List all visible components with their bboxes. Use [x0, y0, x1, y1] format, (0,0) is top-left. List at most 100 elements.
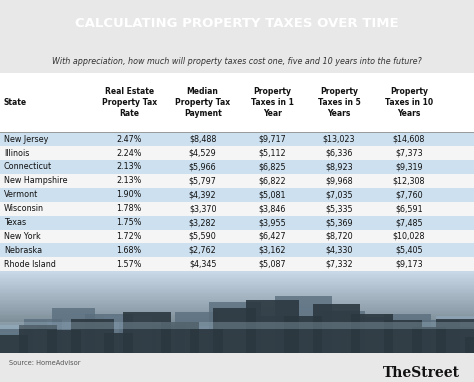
Bar — [0, 323, 474, 325]
Bar — [161, 322, 199, 353]
Bar — [0, 257, 474, 271]
Bar — [0, 311, 474, 312]
Bar — [81, 327, 114, 353]
Bar — [0, 329, 474, 330]
Text: 2.24%: 2.24% — [117, 149, 142, 157]
Bar — [190, 329, 223, 353]
Text: 1.68%: 1.68% — [117, 246, 142, 255]
Bar — [142, 329, 171, 353]
Text: $5,966: $5,966 — [189, 162, 217, 172]
Bar — [0, 275, 474, 277]
Bar — [0, 314, 474, 315]
Text: $3,955: $3,955 — [259, 218, 286, 227]
Text: 2.13%: 2.13% — [117, 162, 142, 172]
Text: $5,335: $5,335 — [325, 204, 353, 213]
Bar — [47, 320, 90, 353]
Bar — [446, 327, 474, 353]
Bar — [0, 282, 474, 283]
Bar — [0, 289, 474, 290]
Text: CALCULATING PROPERTY TAXES OVER TIME: CALCULATING PROPERTY TAXES OVER TIME — [75, 17, 399, 31]
Text: $10,028: $10,028 — [392, 232, 425, 241]
Bar — [0, 352, 474, 353]
Text: $7,760: $7,760 — [395, 190, 423, 199]
Text: Vermont: Vermont — [4, 190, 38, 199]
Text: $4,529: $4,529 — [189, 149, 217, 157]
Text: Real Estate
Property Tax
Rate: Real Estate Property Tax Rate — [101, 87, 157, 118]
Text: $9,717: $9,717 — [259, 134, 286, 144]
Text: $7,035: $7,035 — [325, 190, 353, 199]
Bar — [0, 318, 474, 319]
Bar — [0, 327, 474, 329]
Bar — [0, 322, 474, 323]
Text: Texas: Texas — [4, 218, 26, 227]
Bar — [351, 314, 393, 353]
Bar — [123, 312, 171, 353]
Text: Median
Property Tax
Payment: Median Property Tax Payment — [175, 87, 230, 118]
Text: $13,023: $13,023 — [323, 134, 355, 144]
Bar — [0, 316, 474, 318]
Bar — [0, 73, 474, 132]
Text: $8,488: $8,488 — [189, 134, 216, 144]
Bar — [379, 320, 422, 353]
Text: Property
Taxes in 5
Years: Property Taxes in 5 Years — [318, 87, 360, 118]
Bar — [152, 325, 185, 353]
Bar — [275, 296, 332, 353]
Bar — [0, 174, 474, 188]
Bar — [0, 351, 474, 352]
Bar — [313, 304, 360, 353]
Bar — [85, 314, 133, 353]
Text: New Hampshire: New Hampshire — [4, 176, 67, 185]
Bar — [0, 304, 474, 306]
Bar — [161, 322, 199, 353]
Bar — [0, 146, 474, 160]
Bar — [0, 335, 474, 337]
Bar — [213, 308, 256, 353]
Text: State: State — [4, 98, 27, 107]
Bar — [0, 312, 474, 314]
Bar — [0, 277, 474, 278]
Bar — [0, 281, 474, 282]
Bar — [0, 325, 38, 353]
Bar — [0, 334, 474, 335]
Text: With appreciation, how much will property taxes cost one, five and 10 years into: With appreciation, how much will propert… — [52, 57, 422, 66]
Bar — [351, 317, 389, 353]
Bar — [71, 319, 114, 353]
Text: $6,822: $6,822 — [259, 176, 286, 185]
Text: Connecticut: Connecticut — [4, 162, 52, 172]
Text: $9,968: $9,968 — [325, 176, 353, 185]
Text: $5,590: $5,590 — [189, 232, 217, 241]
Bar — [52, 308, 95, 353]
Text: 1.72%: 1.72% — [117, 232, 142, 241]
Text: $6,591: $6,591 — [395, 204, 423, 213]
Text: $7,485: $7,485 — [395, 218, 423, 227]
Bar — [0, 319, 474, 320]
Bar — [0, 303, 474, 304]
Bar — [0, 307, 474, 308]
Bar — [0, 315, 474, 316]
Bar — [190, 326, 223, 353]
Bar — [284, 316, 322, 353]
Text: New York: New York — [4, 232, 41, 241]
Bar — [412, 329, 446, 353]
Bar — [0, 278, 474, 280]
Bar — [0, 285, 474, 286]
Bar — [0, 288, 474, 289]
Bar — [0, 320, 474, 322]
Bar — [356, 317, 393, 353]
Bar — [436, 316, 474, 353]
Bar — [0, 309, 474, 311]
Text: 2.47%: 2.47% — [117, 134, 142, 144]
Bar — [465, 337, 474, 353]
Text: Rhode Island: Rhode Island — [4, 260, 55, 269]
Text: 1.75%: 1.75% — [117, 218, 142, 227]
Bar — [0, 243, 474, 257]
Bar — [0, 306, 474, 307]
Bar — [275, 322, 308, 353]
Bar — [0, 308, 474, 309]
Text: $5,405: $5,405 — [395, 246, 423, 255]
Bar — [417, 320, 460, 353]
Text: $6,336: $6,336 — [325, 149, 353, 157]
Bar — [0, 326, 474, 327]
Text: $3,370: $3,370 — [189, 204, 217, 213]
Text: Wisconsin: Wisconsin — [4, 204, 44, 213]
